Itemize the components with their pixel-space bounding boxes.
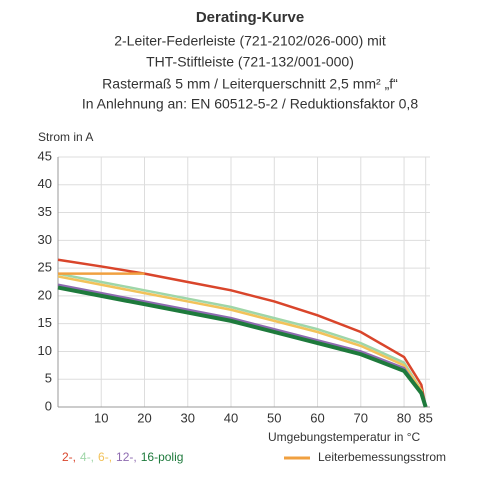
series-line <box>57 283 427 408</box>
legend-label: 6-, <box>98 450 112 464</box>
x-tick-label: 80 <box>397 410 411 425</box>
series-line <box>57 258 427 408</box>
x-tick-label: 20 <box>137 410 151 425</box>
chart-title: Derating-Kurve <box>196 9 304 26</box>
legend-label: 4-, <box>80 450 94 464</box>
y-tick-label: 25 <box>38 260 52 275</box>
subtitle: Rastermaß 5 mm / Leiterquerschnitt 2,5 m… <box>102 76 398 92</box>
y-tick-label: 35 <box>38 204 52 219</box>
x-tick-label: 60 <box>310 410 324 425</box>
legend-label: 16-polig <box>141 450 184 464</box>
legend-label: 12-, <box>116 450 137 464</box>
y-tick-label: 10 <box>38 343 52 358</box>
y-tick-label: 5 <box>45 371 52 386</box>
y-tick-label: 0 <box>45 398 52 413</box>
y-tick-label: 30 <box>38 232 52 247</box>
subtitle: In Anlehnung an: EN 60512-5-2 / Reduktio… <box>82 96 418 112</box>
series-line <box>57 275 427 408</box>
x-tick-label: 70 <box>354 410 368 425</box>
series-line <box>57 285 428 408</box>
x-tick-label: 30 <box>181 410 195 425</box>
legend-label: Leiterbemessungsstrom <box>318 450 446 464</box>
x-tick-label: 10 <box>94 410 108 425</box>
y-tick-label: 20 <box>38 287 52 302</box>
x-tick-label: 50 <box>267 410 281 425</box>
legend: 2-, 4-, 6-, 12-, 16-polig <box>62 450 183 464</box>
subtitle: THT-Stiftleiste (721-132/001-000) <box>146 54 354 70</box>
x-tick-label: 85 <box>418 410 432 425</box>
x-axis-label: Umgebungstemperatur in °C <box>268 430 421 444</box>
y-tick-label: 15 <box>38 315 52 330</box>
y-tick-label: 45 <box>38 148 52 163</box>
y-tick-label: 40 <box>38 176 52 191</box>
legend-label: 2-, <box>62 450 76 464</box>
y-axis-label: Strom in A <box>38 130 93 144</box>
subtitle: 2-Leiter-Federleiste (721-2102/026-000) … <box>114 33 386 49</box>
x-tick-label: 40 <box>224 410 238 425</box>
